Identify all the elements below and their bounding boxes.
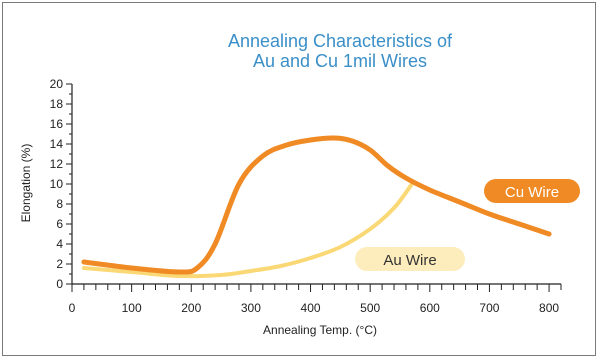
x-tick-label: 0 (69, 301, 76, 315)
y-tick-label: 14 (50, 137, 64, 151)
legend-au-label: Au Wire (383, 252, 436, 269)
chart-title-line-2: Au and Cu 1mil Wires (253, 51, 427, 71)
y-axis-ticks: 0 2 4 6 8 10 12 14 16 18 20 (50, 77, 72, 291)
x-axis-ticks: 0 100 200 300 400 500 600 700 800 (69, 284, 562, 315)
x-tick-label: 600 (420, 301, 440, 315)
y-tick-label: 12 (50, 157, 64, 171)
chart-frame: Annealing Characteristics of Au and Cu 1… (2, 2, 596, 356)
legend-au-badge (355, 247, 465, 271)
x-tick-label: 200 (181, 301, 201, 315)
x-tick-label: 400 (301, 301, 321, 315)
elongation-chart: Annealing Characteristics of Au and Cu 1… (19, 31, 580, 337)
y-tick-label: 6 (56, 217, 63, 231)
au-wire-line (81, 182, 414, 279)
y-tick-label: 18 (50, 97, 64, 111)
x-tick-label: 800 (539, 301, 559, 315)
legend-au: Au Wire (355, 247, 465, 271)
x-tick-label: 300 (241, 301, 261, 315)
y-tick-label: 16 (50, 117, 64, 131)
x-tick-label: 100 (122, 301, 142, 315)
y-tick-label: 4 (56, 237, 63, 251)
x-tick-label: 500 (360, 301, 380, 315)
y-axis-title: Elongation (%) (19, 144, 33, 223)
y-tick-label: 10 (50, 177, 64, 191)
chart-title-line-1: Annealing Characteristics of (228, 31, 453, 51)
legend-cu-badge (484, 179, 580, 203)
x-tick-label: 700 (479, 301, 499, 315)
cu-wire-line (81, 135, 552, 275)
y-tick-label: 0 (56, 277, 63, 291)
y-tick-label: 20 (50, 77, 64, 91)
plot-area (81, 135, 552, 279)
legend-cu-label: Cu Wire (505, 184, 559, 201)
y-tick-label: 2 (56, 257, 63, 271)
x-axis-title: Annealing Temp. (°C) (263, 323, 377, 337)
y-tick-label: 8 (56, 197, 63, 211)
legend-cu: Cu Wire (484, 179, 580, 203)
